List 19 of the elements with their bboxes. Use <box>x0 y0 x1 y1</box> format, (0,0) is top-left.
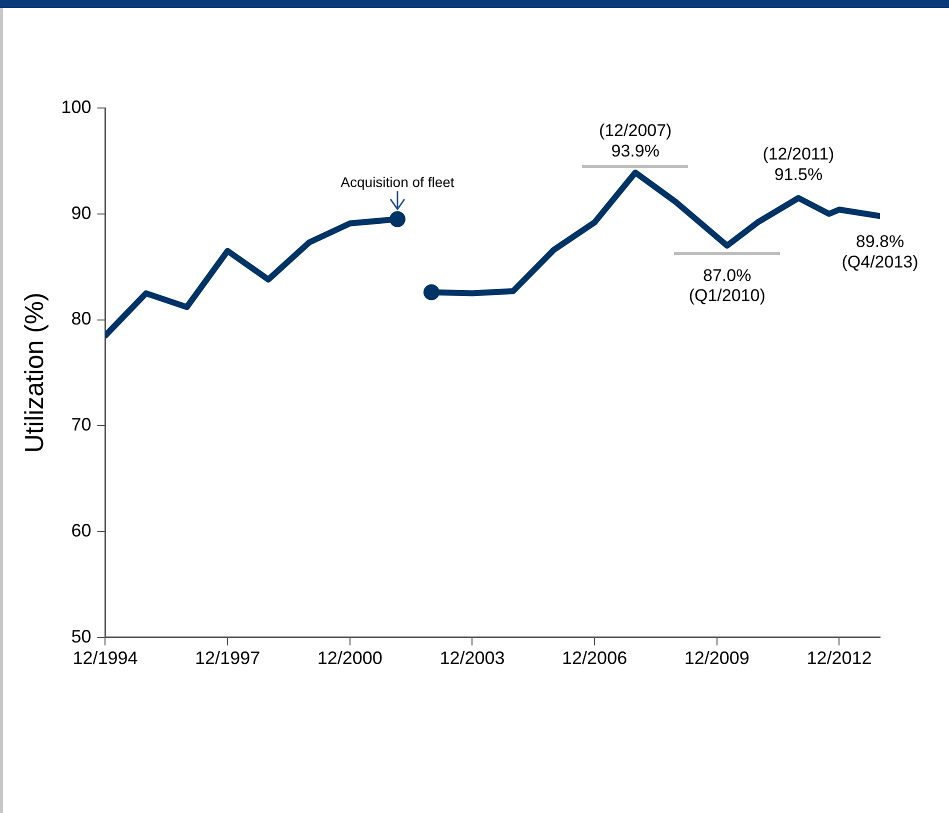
x-tick-label: 12/2012 <box>806 648 872 668</box>
annotation: (12/2007) 93.9% <box>598 121 672 161</box>
x-tick-label: 12/2000 <box>317 648 382 668</box>
x-tick-label: 12/2006 <box>562 648 628 668</box>
y-tick-label: 80 <box>71 308 92 329</box>
annotation: 89.8% (Q4/2013) <box>842 232 918 272</box>
y-tick-label: 100 <box>61 96 92 117</box>
x-tick-label: 12/2009 <box>684 648 750 668</box>
y-tick-label: 60 <box>71 520 92 540</box>
y-tick-label: 90 <box>71 202 92 223</box>
y-axis-title: Utilization (%) <box>18 292 49 453</box>
x-tick-label: 12/1997 <box>195 648 260 668</box>
x-tick-label: 12/2003 <box>440 648 505 668</box>
x-tick-label: 12/1994 <box>72 648 138 668</box>
annotation: (12/2011) 91.5% <box>762 144 834 184</box>
annotation: 87.0% (Q1/2010) <box>688 266 766 306</box>
annotation: Acquisition of fleet <box>340 174 454 190</box>
y-tick-label: 50 <box>71 626 92 646</box>
y-tick-label: 70 <box>71 414 92 435</box>
